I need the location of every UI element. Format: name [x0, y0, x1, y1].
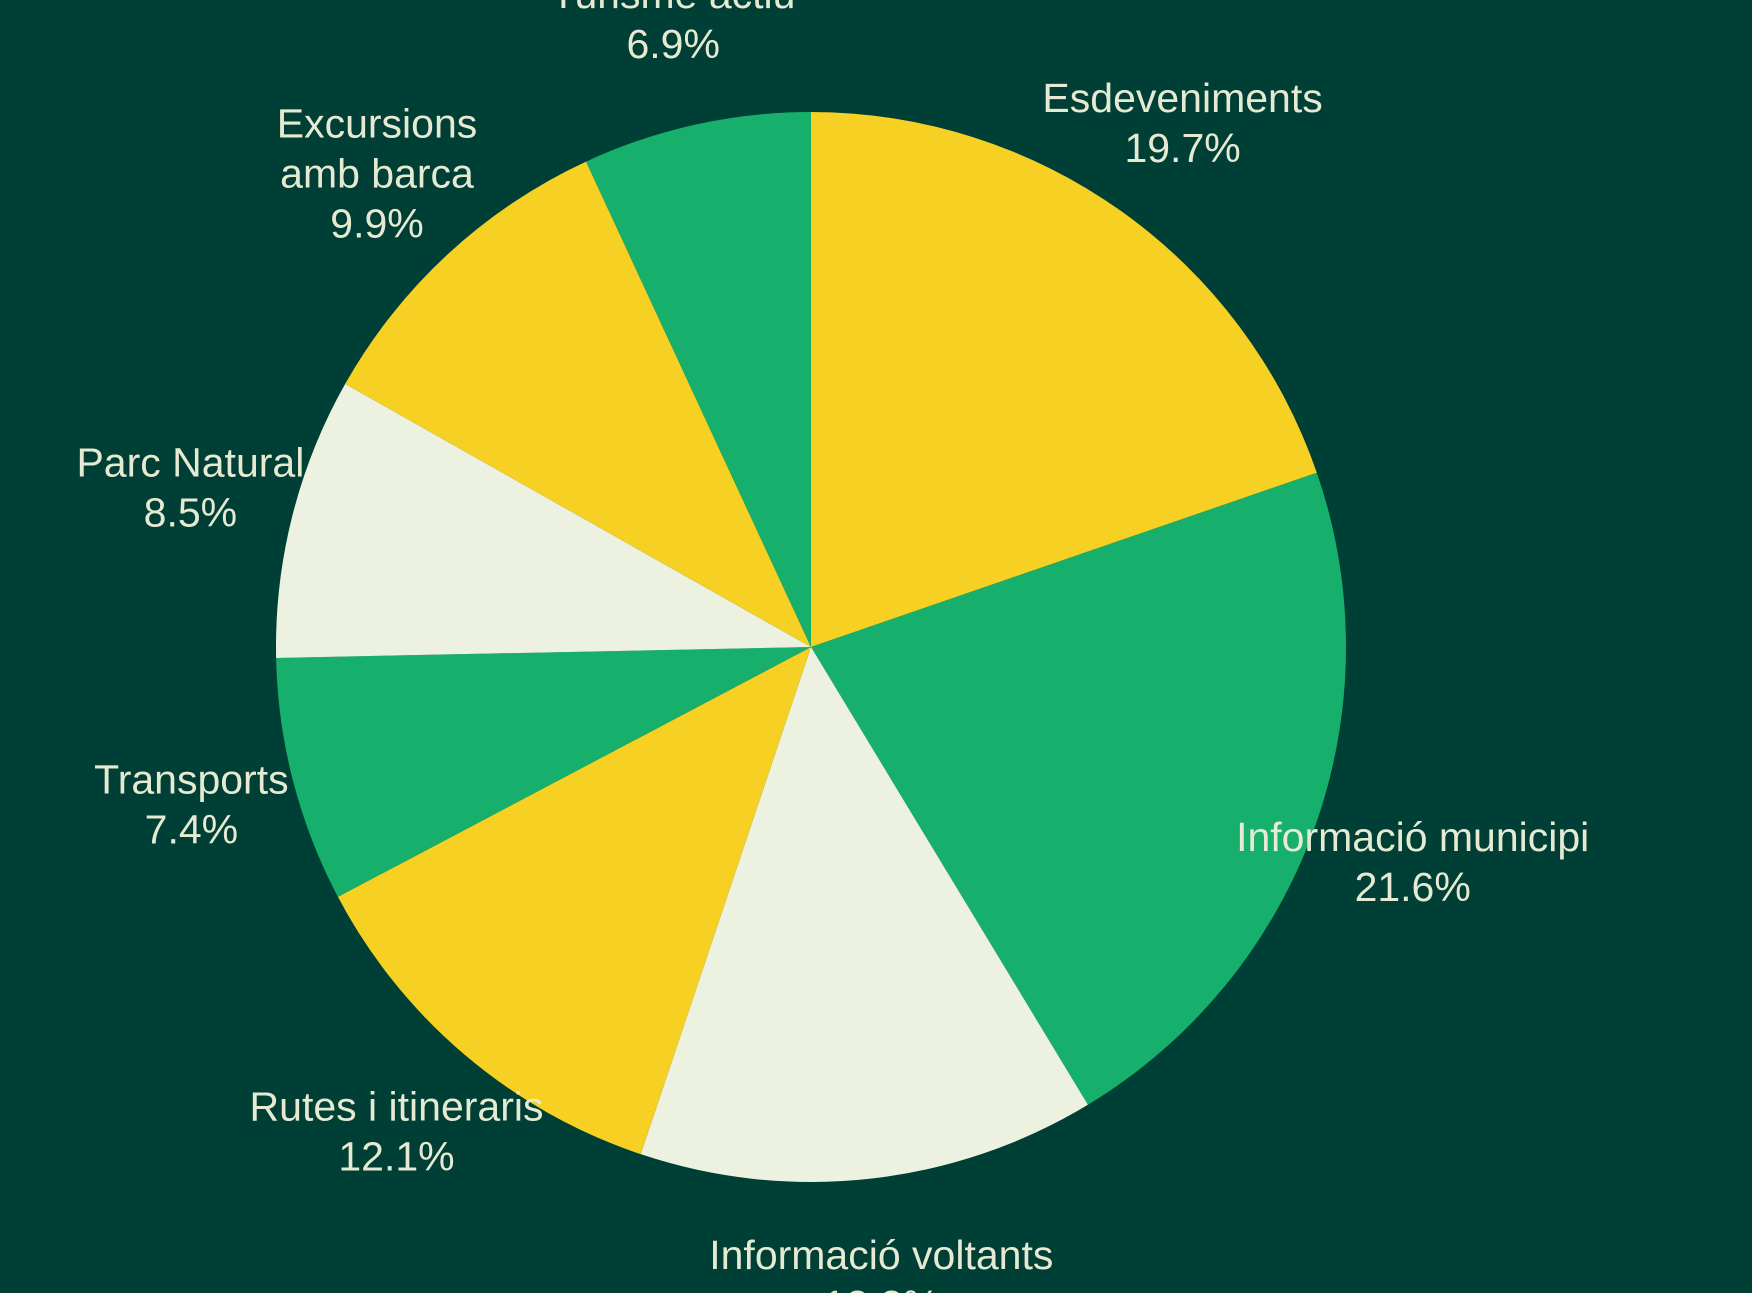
pie-slice-0	[811, 112, 1317, 647]
pie-slice-6	[345, 161, 811, 647]
slice-percent-6: 9.9%	[330, 201, 423, 247]
slice-name-4: Transports	[94, 756, 288, 802]
slice-label-1: Informació municipi 21.6%	[1236, 814, 1589, 910]
slice-percent-5: 8.5%	[144, 489, 237, 535]
pie-slice-2	[640, 647, 1088, 1183]
slice-label-0: Esdeveniments 19.7%	[1042, 75, 1322, 171]
slice-name-6: amb barca	[280, 151, 474, 197]
slice-name-3: Rutes i itineraris	[250, 1084, 544, 1130]
pie-labels: Esdeveniments 19.7% Informació municipi 21.…	[76, 0, 1589, 1293]
slice-label-2: Informació voltants 13.8%	[709, 1232, 1053, 1293]
slice-percent-3: 12.1%	[338, 1134, 454, 1180]
pie-slices	[275, 112, 1347, 1183]
slice-percent-0: 19.7%	[1124, 125, 1240, 171]
slice-name-2: Informació voltants	[709, 1232, 1053, 1278]
pie-slice-5	[275, 383, 811, 658]
slice-percent-7: 6.9%	[626, 21, 719, 67]
pie-slice-3	[337, 647, 811, 1155]
pie-slice-1	[811, 472, 1347, 1105]
pie-slice-4	[276, 647, 811, 897]
slice-name-5: Parc Natural	[76, 439, 304, 485]
slice-label-6: Excursions amb barca 9.9%	[277, 101, 478, 247]
slice-label-7: Turisme actiu 6.9%	[551, 0, 796, 67]
slice-name-0: Esdeveniments	[1042, 75, 1322, 121]
slice-percent-4: 7.4%	[145, 806, 238, 852]
slice-percent-2: 13.8%	[823, 1282, 939, 1293]
pie-slice-7	[586, 112, 811, 647]
slice-name-7: Turisme actiu	[551, 0, 796, 17]
slice-label-3: Rutes i itineraris 12.1%	[250, 1084, 544, 1180]
slice-label-5: Parc Natural 8.5%	[76, 439, 304, 535]
slice-name-6: Excursions	[277, 101, 478, 147]
slice-label-4: Transports 7.4%	[94, 756, 288, 852]
slice-percent-1: 21.6%	[1355, 864, 1471, 910]
slice-name-1: Informació municipi	[1236, 814, 1589, 860]
